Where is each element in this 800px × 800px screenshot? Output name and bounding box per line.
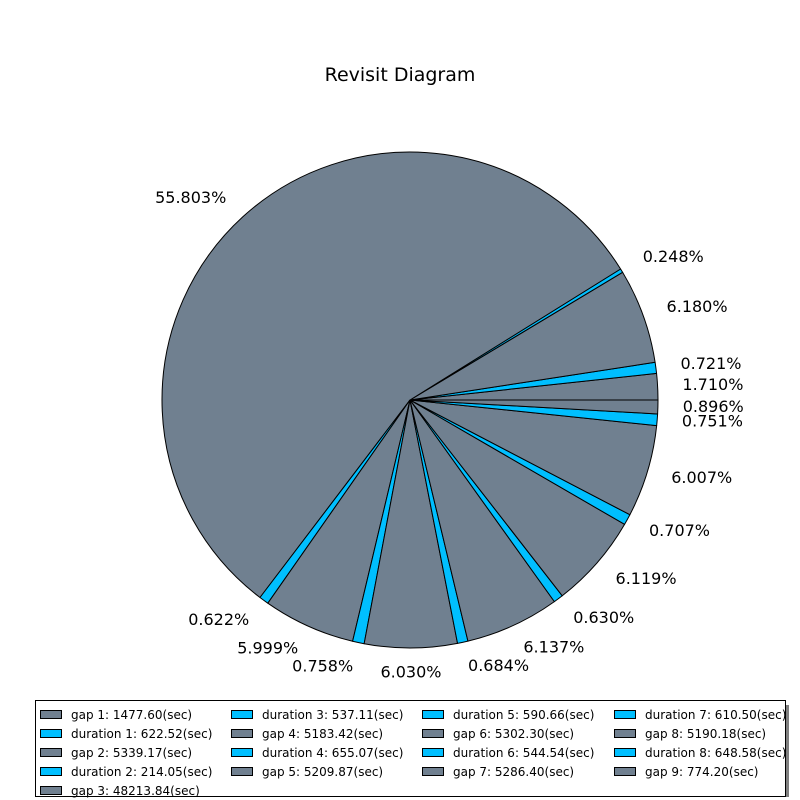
pie-label-gap-2: 6.180% <box>667 297 728 316</box>
legend-label: gap 9: 774.20(sec) <box>645 764 759 779</box>
legend-item: duration 5: 590.66(sec) <box>422 705 594 724</box>
pie-label-gap-4: 5.999% <box>237 638 298 657</box>
pie-label-gap-8: 6.007% <box>671 468 732 487</box>
legend-item: gap 3: 48213.84(sec) <box>40 781 212 800</box>
pie-label-gap-5: 6.030% <box>380 662 441 681</box>
legend-label: duration 5: 590.66(sec) <box>453 707 595 722</box>
pie-label-duration-7: 0.707% <box>649 521 710 540</box>
legend-swatch <box>614 710 636 719</box>
legend-swatch <box>422 729 444 738</box>
legend-column: duration 3: 537.11(sec) gap 4: 5183.42(se… <box>231 705 403 781</box>
pie-label-duration-2: 0.248% <box>643 247 704 266</box>
legend-swatch <box>40 748 62 757</box>
legend-swatch <box>40 729 62 738</box>
legend-item: duration 6: 544.54(sec) <box>422 743 594 762</box>
pie-label-gap-7: 6.119% <box>616 569 677 588</box>
chart-title: Revisit Diagram <box>324 64 476 86</box>
legend-swatch <box>40 786 62 795</box>
legend-swatch <box>422 748 444 757</box>
pie-label-duration-5: 0.684% <box>468 656 529 675</box>
legend-column: duration 7: 610.50(sec) gap 8: 5190.18(se… <box>614 705 786 781</box>
legend-label: gap 2: 5339.17(sec) <box>71 745 193 760</box>
legend-item: gap 2: 5339.17(sec) <box>40 743 212 762</box>
legend-label: gap 8: 5190.18(sec) <box>645 726 767 741</box>
legend-swatch <box>614 767 636 776</box>
legend-item: gap 7: 5286.40(sec) <box>422 762 594 781</box>
legend-swatch <box>231 767 253 776</box>
legend-swatch <box>40 767 62 776</box>
pie-label-duration-4: 0.758% <box>292 656 353 675</box>
legend-label: gap 1: 1477.60(sec) <box>71 707 193 722</box>
legend-item: gap 1: 1477.60(sec) <box>40 705 212 724</box>
legend-item: duration 4: 655.07(sec) <box>231 743 403 762</box>
legend-label: gap 3: 48213.84(sec) <box>71 783 200 798</box>
pie-label-duration-6: 0.630% <box>573 608 634 627</box>
legend-item: duration 3: 537.11(sec) <box>231 705 403 724</box>
legend: gap 1: 1477.60(sec) duration 1: 622.52(se… <box>35 700 786 800</box>
legend-label: duration 6: 544.54(sec) <box>453 745 595 760</box>
pie-slice-gap-9 <box>409 399 659 415</box>
legend-label: duration 4: 655.07(sec) <box>262 745 404 760</box>
pie-label-duration-3: 0.622% <box>188 610 249 629</box>
pie-chart: 1.710% 0.721% 6.180% 0.248% 55.803% 0.622% 5.9… <box>155 151 744 681</box>
legend-label: duration 8: 648.58(sec) <box>645 745 787 760</box>
legend-label: duration 1: 622.52(sec) <box>71 726 213 741</box>
legend-item: gap 5: 5209.87(sec) <box>231 762 403 781</box>
legend-swatch <box>422 710 444 719</box>
legend-swatch <box>614 729 636 738</box>
legend-swatch <box>40 710 62 719</box>
legend-item: duration 2: 214.05(sec) <box>40 762 212 781</box>
pie-label-duration-1: 0.721% <box>680 354 741 373</box>
legend-item: gap 4: 5183.42(sec) <box>231 724 403 743</box>
legend-item: gap 8: 5190.18(sec) <box>614 724 786 743</box>
pie-label-gap-1: 1.710% <box>682 375 743 394</box>
pie-label-gap-3: 55.803% <box>155 188 226 207</box>
legend-column: gap 1: 1477.60(sec) duration 1: 622.52(se… <box>40 705 212 800</box>
legend-item: gap 9: 774.20(sec) <box>614 762 786 781</box>
pie-label-duration-8: 0.751% <box>682 411 743 430</box>
pie-slices <box>161 151 659 649</box>
pie-slice-gap-3 <box>161 151 622 598</box>
legend-swatch <box>231 729 253 738</box>
legend-label: gap 4: 5183.42(sec) <box>262 726 384 741</box>
legend-label: gap 7: 5286.40(sec) <box>453 764 575 779</box>
legend-swatch <box>422 767 444 776</box>
legend-swatch <box>614 748 636 757</box>
legend-swatch <box>231 710 253 719</box>
legend-item: duration 7: 610.50(sec) <box>614 705 786 724</box>
legend-item: gap 6: 5302.30(sec) <box>422 724 594 743</box>
legend-label: duration 7: 610.50(sec) <box>645 707 787 722</box>
legend-label: gap 5: 5209.87(sec) <box>262 764 384 779</box>
legend-item: duration 1: 622.52(sec) <box>40 724 212 743</box>
pie-label-gap-6: 6.137% <box>523 638 584 657</box>
legend-item: duration 8: 648.58(sec) <box>614 743 786 762</box>
legend-label: duration 3: 537.11(sec) <box>262 707 404 722</box>
pie-label-gap-9: 0.896% <box>683 397 744 416</box>
legend-label: gap 6: 5302.30(sec) <box>453 726 575 741</box>
legend-label: duration 2: 214.05(sec) <box>71 764 213 779</box>
legend-column: duration 5: 590.66(sec) gap 6: 5302.30(se… <box>422 705 594 781</box>
legend-swatch <box>231 748 253 757</box>
pie-labels: 1.710% 0.721% 6.180% 0.248% 55.803% 0.622% 5.9… <box>155 188 744 681</box>
